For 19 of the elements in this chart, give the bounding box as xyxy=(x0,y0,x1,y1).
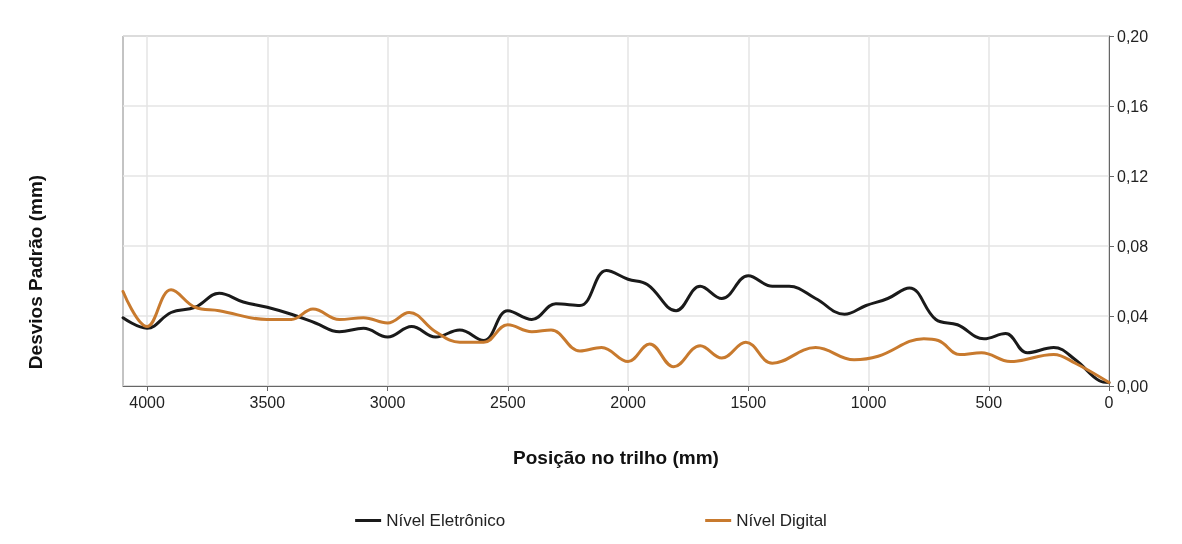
y-tick-label: 0,16 xyxy=(1117,97,1149,115)
x-axis-title: Posição no trilho (mm) xyxy=(513,447,719,468)
y-tick-label: 0,12 xyxy=(1117,167,1149,185)
x-tick-label: 2000 xyxy=(610,393,646,411)
y-tick-label: 0,04 xyxy=(1117,307,1149,325)
x-tick-label: 500 xyxy=(975,393,1003,411)
x-tick-label: 2500 xyxy=(489,393,526,411)
x-tick-label: 1500 xyxy=(730,393,767,411)
legend-label: Nível Eletrônico xyxy=(386,511,506,530)
x-tick-label: 3500 xyxy=(249,393,286,411)
x-tick-label: 4000 xyxy=(129,393,165,411)
y-tick-label: 0,08 xyxy=(1117,237,1149,255)
x-tick-label: 1000 xyxy=(850,393,887,411)
x-tick-label: 3000 xyxy=(369,393,406,411)
y-axis-title: Desvios Padrão (mm) xyxy=(25,174,46,370)
y-tick-label: 0,00 xyxy=(1117,377,1149,395)
legend-label: Nível Digital xyxy=(736,511,827,530)
y-tick-label: 0,20 xyxy=(1117,27,1149,45)
x-tick-label: 0 xyxy=(1104,393,1114,411)
